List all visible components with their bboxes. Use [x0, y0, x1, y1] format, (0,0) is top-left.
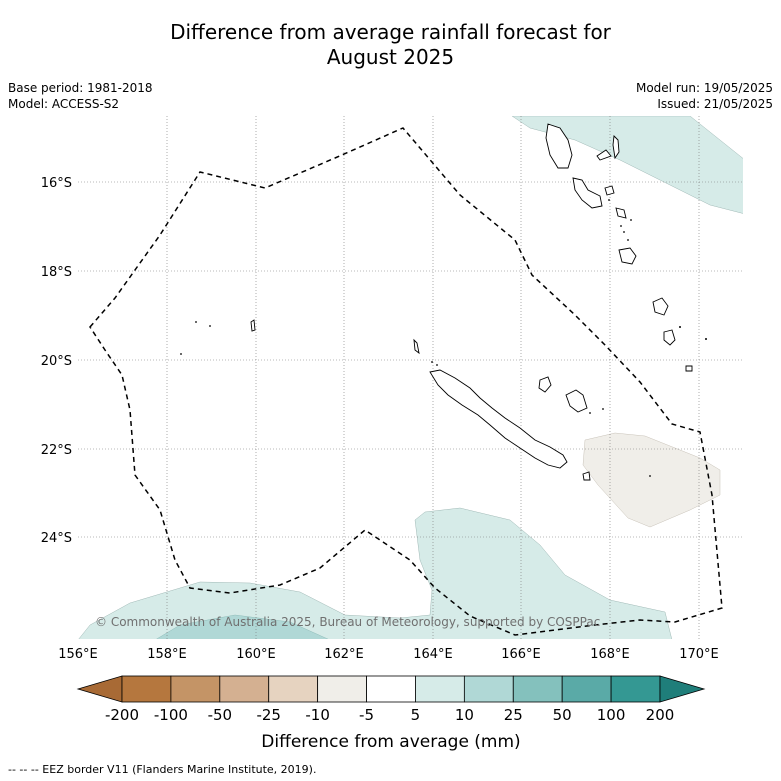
- colorbar-segment: [463, 675, 514, 703]
- wet-anomaly-south-mid: [156, 614, 329, 639]
- island-loyalty-2: [565, 389, 588, 413]
- colorbar-tick-label: -200: [105, 706, 139, 724]
- colorbar-tick-label: 100: [597, 706, 626, 724]
- island-loyalty-3: [582, 471, 591, 481]
- colorbar-tick-label: -50: [208, 706, 233, 724]
- colorbar-tick-label: -25: [256, 706, 281, 724]
- colorbar-tick-label: 25: [504, 706, 523, 724]
- lon-label: 168°E: [590, 647, 630, 662]
- longitude-labels: 156°E 158°E 160°E 162°E 164°E 166°E 168°…: [58, 647, 719, 662]
- colorbar-segment: [610, 675, 661, 703]
- island-vanuatu-epi: [604, 185, 615, 196]
- colorbar-segment: [415, 675, 465, 703]
- wet-anomaly-south: [78, 507, 673, 639]
- colorbar-extend-high: [659, 675, 706, 703]
- island-vanuatu-shepherd: [615, 207, 627, 219]
- island-loyalty-1: [538, 376, 552, 393]
- island-vanuatu-espiritu: [545, 123, 573, 169]
- map-title: Difference from average rainfall forecas…: [0, 20, 781, 70]
- title-line-1: Difference from average rainfall forecas…: [170, 20, 611, 44]
- meta-right: Model run: 19/05/2025 Issued: 21/05/2025: [636, 80, 773, 112]
- colorbar-segment: [317, 675, 367, 703]
- colorbar-label: Difference from average (mm): [261, 732, 520, 752]
- colorbar: [76, 675, 706, 703]
- island-vanuatu-erromango: [652, 297, 669, 316]
- meta-left: Base period: 1981-2018 Model: ACCESS-S2: [8, 80, 153, 112]
- colorbar-tick-label: 200: [646, 706, 675, 724]
- colorbar-segment: [512, 675, 563, 703]
- colorbar-tick-label: 5: [411, 706, 421, 724]
- island-vanuatu-malekula: [572, 177, 603, 209]
- islets: [180, 199, 707, 477]
- island-new-caledonia: [429, 369, 568, 469]
- colorbar-tick-label: -100: [154, 706, 188, 724]
- colorbar-segment: [561, 675, 612, 703]
- colorbar-tick-label: -10: [305, 706, 330, 724]
- map-area: [78, 116, 743, 639]
- lon-label: 166°E: [501, 647, 541, 662]
- lat-label: 18°S: [41, 265, 72, 280]
- title-line-2: August 2025: [326, 45, 455, 69]
- lon-label: 164°E: [413, 647, 453, 662]
- colorbar-tick-label: 50: [553, 706, 572, 724]
- dry-anomaly-east: [582, 432, 721, 528]
- issued-date: Issued: 21/05/2025: [657, 97, 773, 111]
- map-frame: [78, 116, 743, 639]
- island-vanuatu-aneityum: [685, 365, 693, 372]
- base-period: Base period: 1981-2018: [8, 81, 153, 95]
- colorbar-segment: [268, 675, 319, 703]
- lat-label: 16°S: [41, 176, 72, 191]
- lon-label: 162°E: [324, 647, 364, 662]
- lon-label: 160°E: [236, 647, 276, 662]
- colorbar-segment: [121, 675, 172, 703]
- island-vanuatu-maewo: [612, 135, 620, 160]
- colorbar-segment: [366, 675, 416, 703]
- lat-label: 22°S: [41, 443, 72, 458]
- model-name: Model: ACCESS-S2: [8, 97, 120, 111]
- island-vanuatu-tanna: [663, 329, 676, 346]
- lon-label: 170°E: [679, 647, 719, 662]
- island-belep: [413, 338, 420, 355]
- gridlines: [78, 116, 743, 639]
- model-run: Model run: 19/05/2025: [635, 81, 773, 95]
- island-vanuatu-efate: [618, 247, 637, 265]
- eez-border: [89, 127, 723, 636]
- colorbar-ticks: -200 -100 -50 -25 -10 -5 5 10 25 50 100 200: [105, 706, 674, 724]
- island-vanuatu-ambae: [596, 149, 612, 161]
- colorbar-extend-low: [76, 675, 123, 703]
- islands: [250, 123, 693, 481]
- colorbar-tick-label: -5: [359, 706, 374, 724]
- lat-label: 20°S: [41, 354, 72, 369]
- colorbar-segment: [219, 675, 270, 703]
- lon-label: 158°E: [147, 647, 187, 662]
- copyright-notice: © Commonwealth of Australia 2025, Bureau…: [95, 615, 600, 629]
- lat-label: 24°S: [41, 531, 72, 546]
- eez-footnote: -- -- -- EEZ border V11 (Flanders Marine…: [8, 763, 317, 776]
- lon-label: 156°E: [58, 647, 98, 662]
- latitude-labels: 16°S 18°S 20°S 22°S 24°S: [41, 176, 72, 546]
- colorbar-tick-label: 10: [455, 706, 474, 724]
- colorbar-segment: [170, 675, 221, 703]
- island-chesterfield: [250, 319, 256, 332]
